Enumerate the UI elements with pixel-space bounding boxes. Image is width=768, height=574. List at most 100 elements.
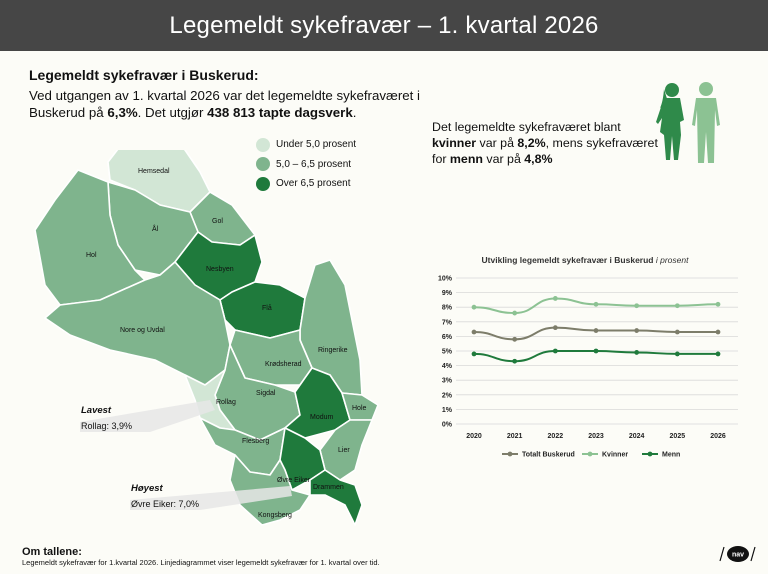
intro-text-1: Ved utgangen av 1. kvartal 2026 var det … (29, 88, 421, 120)
legend-label: Kvinner (602, 452, 628, 459)
legend-label: Menn (662, 452, 680, 459)
y-tick-label: 6% (442, 334, 453, 341)
highest-heading: Høyest (131, 483, 163, 494)
data-point (512, 358, 518, 364)
label-nore: Nore og Uvdal (120, 327, 165, 334)
label-hemsedal: Hemsedal (138, 168, 170, 175)
y-tick-label: 5% (442, 349, 453, 356)
data-point (593, 328, 599, 333)
data-point (674, 303, 680, 309)
intro-text-2: . Det utgjør (137, 105, 208, 120)
gender-text-4: var på (482, 152, 525, 166)
y-tick-label: 0% (442, 422, 453, 429)
x-tick-label: 2024 (629, 433, 645, 440)
footer-text: Legemeldt sykefravær for 1.kvartal 2026.… (22, 558, 380, 567)
y-tick-label: 3% (442, 378, 453, 385)
label-ovre-eiker: Øvre Eiker (277, 477, 311, 484)
legend-marker (647, 451, 653, 457)
data-point (512, 336, 518, 342)
lowest-callout-pointer (80, 400, 215, 432)
data-point (552, 325, 558, 331)
header-banner: Legemeldt sykefravær – 1. kvartal 2026 (0, 0, 768, 51)
lowest-callout: Lavest Rollag: 3,9% (81, 405, 132, 431)
label-lier: Lier (338, 447, 350, 454)
data-point (715, 301, 721, 307)
gender-women-rate: 8,2% (517, 136, 546, 150)
region-hole (341, 392, 379, 421)
label-ringerike: Ringerike (318, 347, 348, 354)
legend-swatch (256, 157, 270, 172)
gender-text-3: , mens sykefraværet for (432, 136, 658, 166)
y-tick-label: 2% (442, 392, 453, 399)
label-rollag: Rollag (216, 399, 236, 406)
intro-rate: 6,3% (107, 105, 138, 120)
data-point (715, 351, 721, 357)
x-tick-label: 2022 (548, 433, 564, 440)
label-hol: Hol (86, 252, 97, 259)
y-tick-label: 9% (442, 290, 453, 297)
legend-marker (507, 451, 513, 457)
highest-callout-pointer (130, 486, 292, 510)
woman-silhouette (656, 83, 684, 160)
map-svg: Hemsedal Gol Ål Hol Nesbyen Flå Nore og … (34, 129, 379, 526)
x-tick-label: 2026 (710, 433, 726, 440)
legend-item-high: Over 6,5 prosent (256, 174, 356, 194)
chart-title: Utvikling legemeldt sykefravær i Buskeru… (482, 255, 690, 265)
y-tick-label: 4% (442, 363, 453, 370)
data-point (471, 329, 477, 335)
gender-text-2: var på (476, 136, 518, 150)
intro-text: Ved utgangen av 1. kvartal 2026 var det … (29, 87, 439, 121)
data-point (674, 351, 680, 357)
label-gol: Gol (212, 218, 223, 225)
label-krodsherad: Krødsherad (265, 361, 302, 368)
lowest-value: Rollag: 3,9% (81, 421, 133, 431)
data-point (512, 310, 518, 316)
legend-label: 5,0 – 6,5 prosent (276, 158, 352, 170)
gender-women: kvinner (432, 136, 477, 150)
data-point (715, 329, 721, 335)
data-point (552, 296, 558, 301)
data-point (634, 303, 640, 309)
highest-value: Øvre Eiker: 7,0% (131, 499, 200, 509)
label-sigdal: Sigdal (256, 390, 276, 397)
chart-title-main: Utvikling legemeldt sykefravær i Buskeru… (482, 255, 654, 265)
data-point (674, 329, 680, 335)
man-silhouette (692, 82, 720, 163)
legend-label: Over 6,5 prosent (276, 178, 351, 190)
label-drammen: Drammen (313, 484, 344, 491)
footer-title: Om tallene: (22, 546, 82, 558)
x-tick-label: 2023 (588, 433, 604, 440)
gender-text-1: Det legemeldte sykefraværet blant (432, 120, 621, 134)
data-point (593, 301, 599, 307)
intro-title: Legemeldt sykefravær i Buskerud: (29, 67, 259, 83)
label-nesbyen: Nesbyen (206, 266, 234, 273)
label-modum: Modum (310, 414, 334, 421)
data-point (634, 350, 640, 355)
chart-svg: Utvikling legemeldt sykefravær i Buskeru… (438, 255, 738, 459)
trend-chart: Utvikling legemeldt sykefravær i Buskeru… (420, 250, 760, 470)
legend-item-mid: 5,0 – 6,5 prosent (256, 155, 356, 175)
gender-men: menn (449, 152, 483, 166)
nav-logo: nav (718, 544, 758, 564)
chart-title-suffix: i prosent (656, 255, 689, 265)
x-tick-label: 2025 (670, 433, 686, 440)
intro-text-3: . (352, 105, 357, 120)
gender-men-rate: 4,8% (524, 152, 553, 166)
intro-days: 438 813 tapte dagsverk (207, 105, 353, 120)
legend-swatch (256, 176, 270, 191)
label-al: Ål (152, 224, 159, 233)
nav-logo-text: nav (732, 552, 744, 559)
nav-logo-icon: nav (719, 546, 756, 562)
buskerud-map: Hemsedal Gol Ål Hol Nesbyen Flå Nore og … (0, 129, 380, 540)
data-point (593, 348, 599, 354)
y-tick-label: 7% (442, 319, 453, 326)
label-hole: Hole (352, 405, 367, 412)
y-tick-label: 10% (438, 276, 453, 283)
x-tick-label: 2021 (507, 433, 523, 440)
region-drammen (309, 469, 363, 526)
lowest-heading: Lavest (81, 405, 112, 416)
label-flesberg: Flesberg (242, 438, 269, 445)
legend-label: Under 5,0 prosent (276, 139, 357, 151)
y-tick-label: 1% (442, 407, 453, 414)
data-point (634, 328, 640, 333)
